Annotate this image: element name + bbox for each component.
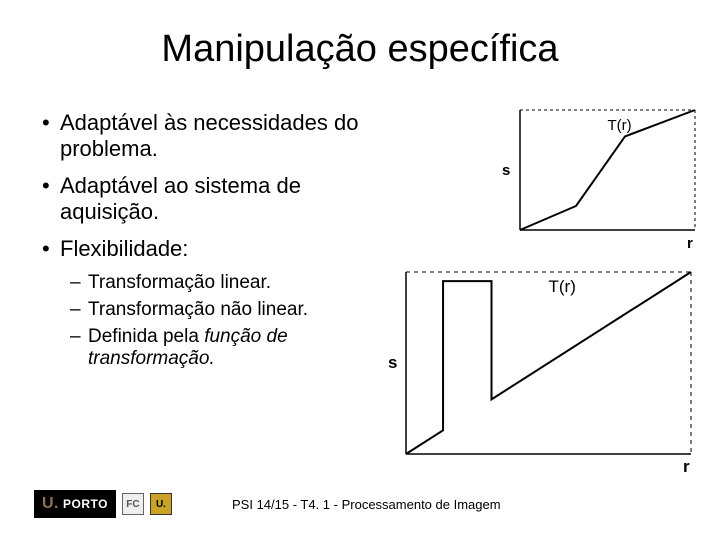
bullet-text: Adaptável ao sistema de aquisição. [60,173,362,226]
fc-logo: FC [122,493,144,515]
logo-text: PORTO [63,497,108,511]
footer-text: PSI 14/15 - T4. 1 - Processamento de Ima… [232,497,501,512]
figure-bottom: s r T(r) [370,262,705,480]
sub-bullet-item: – Transformação não linear. [70,299,362,322]
bullet-marker: • [42,236,60,262]
logo-group: U. PORTO FC U. [34,490,172,518]
sub-bullet-item: – Transformação linear. [70,272,362,295]
svg-text:s: s [388,353,397,372]
bullet-item: • Flexibilidade: [42,236,362,262]
figure-top: s r T(r) [490,102,705,252]
bullet-text: Adaptável às necessidades do problema. [60,110,362,163]
sub-bullet-text: Transformação não linear. [88,299,308,322]
sub-bullet-marker: – [70,326,88,372]
feup-logo: U. [150,493,172,515]
bullet-marker: • [42,110,60,163]
bullet-list: • Adaptável às necessidades do problema.… [42,110,362,375]
svg-text:s: s [502,162,510,179]
bullet-item: • Adaptável ao sistema de aquisição. [42,173,362,226]
bullet-text: Flexibilidade: [60,236,188,262]
chart-bottom-svg: s r T(r) [370,262,705,480]
sub-bullet-list: – Transformação linear. – Transformação … [70,272,362,371]
page-title: Manipulação específica [0,28,720,71]
svg-text:r: r [683,457,690,476]
chart-top-svg: s r T(r) [490,102,705,252]
bullet-marker: • [42,173,60,226]
svg-text:r: r [687,235,693,252]
sub-bullet-text: Transformação linear. [88,272,271,295]
sub-bullet-text: Definida pela função de transformação. [88,326,362,372]
uporto-logo: U. PORTO [34,490,116,518]
sub-bullet-marker: – [70,272,88,295]
sub-bullet-item: – Definida pela função de transformação. [70,326,362,372]
logo-u: U. [42,495,59,513]
sub-bullet-marker: – [70,299,88,322]
svg-text:T(r): T(r) [549,277,576,296]
slide: Manipulação específica • Adaptável às ne… [0,0,720,540]
svg-text:T(r): T(r) [608,117,632,134]
bullet-item: • Adaptável às necessidades do problema. [42,110,362,163]
